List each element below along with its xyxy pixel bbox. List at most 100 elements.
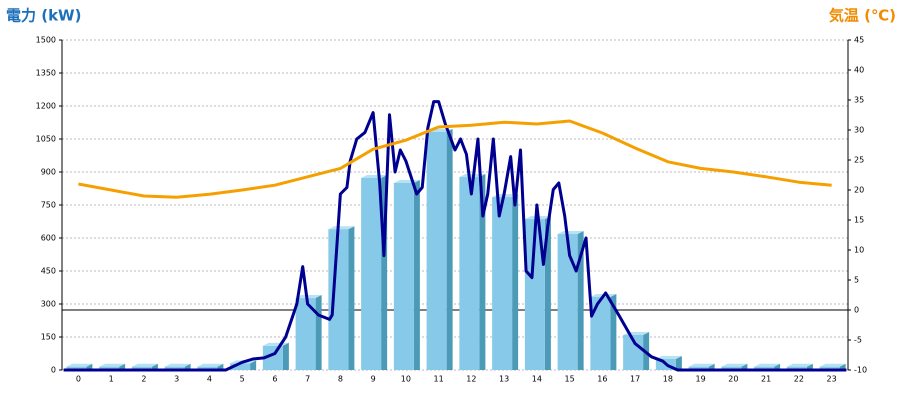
x-tick-label: 7 xyxy=(305,375,310,384)
bar xyxy=(721,366,742,370)
x-tick-label: 18 xyxy=(663,375,673,384)
bar-side xyxy=(282,342,289,370)
bar-side xyxy=(806,363,813,370)
bar-side xyxy=(839,363,846,370)
x-tick-label: 16 xyxy=(597,375,607,384)
y-tick-label: 600 xyxy=(41,234,56,243)
x-tick-label: 13 xyxy=(499,375,509,384)
y-axis-title: 電力 (kW) xyxy=(6,7,81,25)
bar xyxy=(66,366,87,370)
bar xyxy=(590,296,611,370)
bar-side xyxy=(544,216,551,370)
y2-tick-label: -10 xyxy=(854,366,867,375)
bar-top xyxy=(786,363,813,367)
bar-side xyxy=(413,180,420,370)
bar-side xyxy=(675,356,682,370)
bar-top xyxy=(197,363,224,367)
bar xyxy=(557,234,578,370)
bar-side xyxy=(184,363,191,370)
bar-side xyxy=(217,363,224,370)
bar-top xyxy=(721,363,748,367)
bar-side xyxy=(512,194,519,370)
bar-side xyxy=(250,360,257,370)
bar xyxy=(131,366,152,370)
y2-tick-label: 0 xyxy=(854,306,859,315)
bar xyxy=(492,197,513,370)
bar xyxy=(230,363,251,370)
line xyxy=(63,100,847,372)
bar-side xyxy=(348,226,355,370)
x-tick-label: 4 xyxy=(207,375,212,384)
bar-side xyxy=(741,363,748,370)
y2-tick-label: 20 xyxy=(854,186,864,195)
bar xyxy=(623,335,644,370)
x-tick-label: 10 xyxy=(401,375,411,384)
y2-tick-label: 40 xyxy=(854,66,864,75)
x-tick-label: 12 xyxy=(466,375,476,384)
x-tick-label: 23 xyxy=(827,375,837,384)
y2-tick-label: 30 xyxy=(854,126,864,135)
y2-tick-label: 5 xyxy=(854,276,859,285)
bar xyxy=(164,366,185,370)
x-tick-label: 14 xyxy=(532,375,542,384)
bar-side xyxy=(708,363,715,370)
bar-top xyxy=(754,363,781,367)
bar xyxy=(459,177,480,370)
bar-side xyxy=(446,128,453,370)
x-tick-label: 15 xyxy=(565,375,575,384)
bar-side xyxy=(610,293,617,370)
y-tick-label: 900 xyxy=(41,168,56,177)
x-tick-label: 9 xyxy=(371,375,376,384)
x-tick-label: 20 xyxy=(728,375,738,384)
y-tick-label: 0 xyxy=(51,366,56,375)
bar-top xyxy=(295,295,322,299)
x-tick-label: 6 xyxy=(272,375,277,384)
bar-top xyxy=(655,356,682,359)
x-tick-label: 11 xyxy=(434,375,444,384)
x-tick-label: 22 xyxy=(794,375,804,384)
bar-top xyxy=(328,226,355,230)
bar xyxy=(786,366,807,370)
bar-top xyxy=(819,363,846,367)
bar xyxy=(524,219,545,370)
y-tick-label: 1200 xyxy=(36,102,56,111)
y-tick-label: 150 xyxy=(41,333,56,342)
line xyxy=(78,119,832,199)
y-tick-label: 1350 xyxy=(36,69,56,78)
y-tick-label: 300 xyxy=(41,300,56,309)
y-tick-label: 1500 xyxy=(36,36,56,45)
x-tick-label: 0 xyxy=(76,375,81,384)
bar-top xyxy=(557,231,584,235)
x-tick-label: 5 xyxy=(240,375,245,384)
y2-tick-label: 35 xyxy=(854,96,864,105)
bar xyxy=(99,366,120,370)
bar-top xyxy=(688,363,715,367)
bar xyxy=(328,229,349,370)
y-tick-label: 750 xyxy=(41,201,56,210)
bar-top xyxy=(164,363,191,367)
x-tick-label: 21 xyxy=(761,375,771,384)
y2-axis-title: 気温 (℃) xyxy=(829,7,896,25)
y2-tick-label: 25 xyxy=(854,156,864,165)
bar-top xyxy=(131,363,158,367)
bar-side xyxy=(479,174,486,370)
bar-side xyxy=(774,363,781,370)
bar-side xyxy=(119,363,126,370)
x-tick-label: 19 xyxy=(696,375,706,384)
x-tick-label: 8 xyxy=(338,375,343,384)
bar xyxy=(754,366,775,370)
x-tick-label: 1 xyxy=(109,375,114,384)
y2-tick-label: 45 xyxy=(854,36,864,45)
x-tick-label: 2 xyxy=(141,375,146,384)
bar xyxy=(197,366,218,370)
bar xyxy=(688,366,709,370)
bar-side xyxy=(86,363,93,370)
bar xyxy=(819,366,840,370)
bar-top xyxy=(99,363,126,367)
bar-side xyxy=(151,363,158,370)
bar xyxy=(426,131,447,370)
bar xyxy=(361,177,382,370)
y2-tick-label: 15 xyxy=(854,216,864,225)
x-tick-label: 3 xyxy=(174,375,179,384)
